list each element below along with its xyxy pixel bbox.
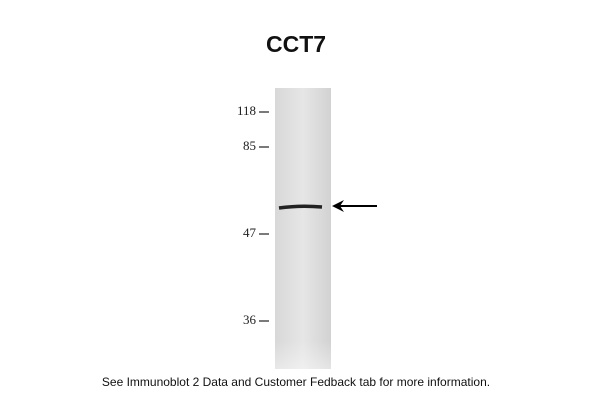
marker-label: 36 xyxy=(243,312,257,327)
caption: See Immunoblot 2 Data and Customer Fedba… xyxy=(102,375,490,389)
marker-label: 47 xyxy=(243,225,257,240)
title: CCT7 xyxy=(266,31,326,57)
protein-band xyxy=(278,204,323,210)
marker-label: 118 xyxy=(237,103,256,118)
lane-fade xyxy=(275,88,331,369)
arrow xyxy=(332,200,377,212)
marker-ladder: 118 85 47 36 xyxy=(237,103,269,327)
marker-label: 85 xyxy=(243,138,256,153)
